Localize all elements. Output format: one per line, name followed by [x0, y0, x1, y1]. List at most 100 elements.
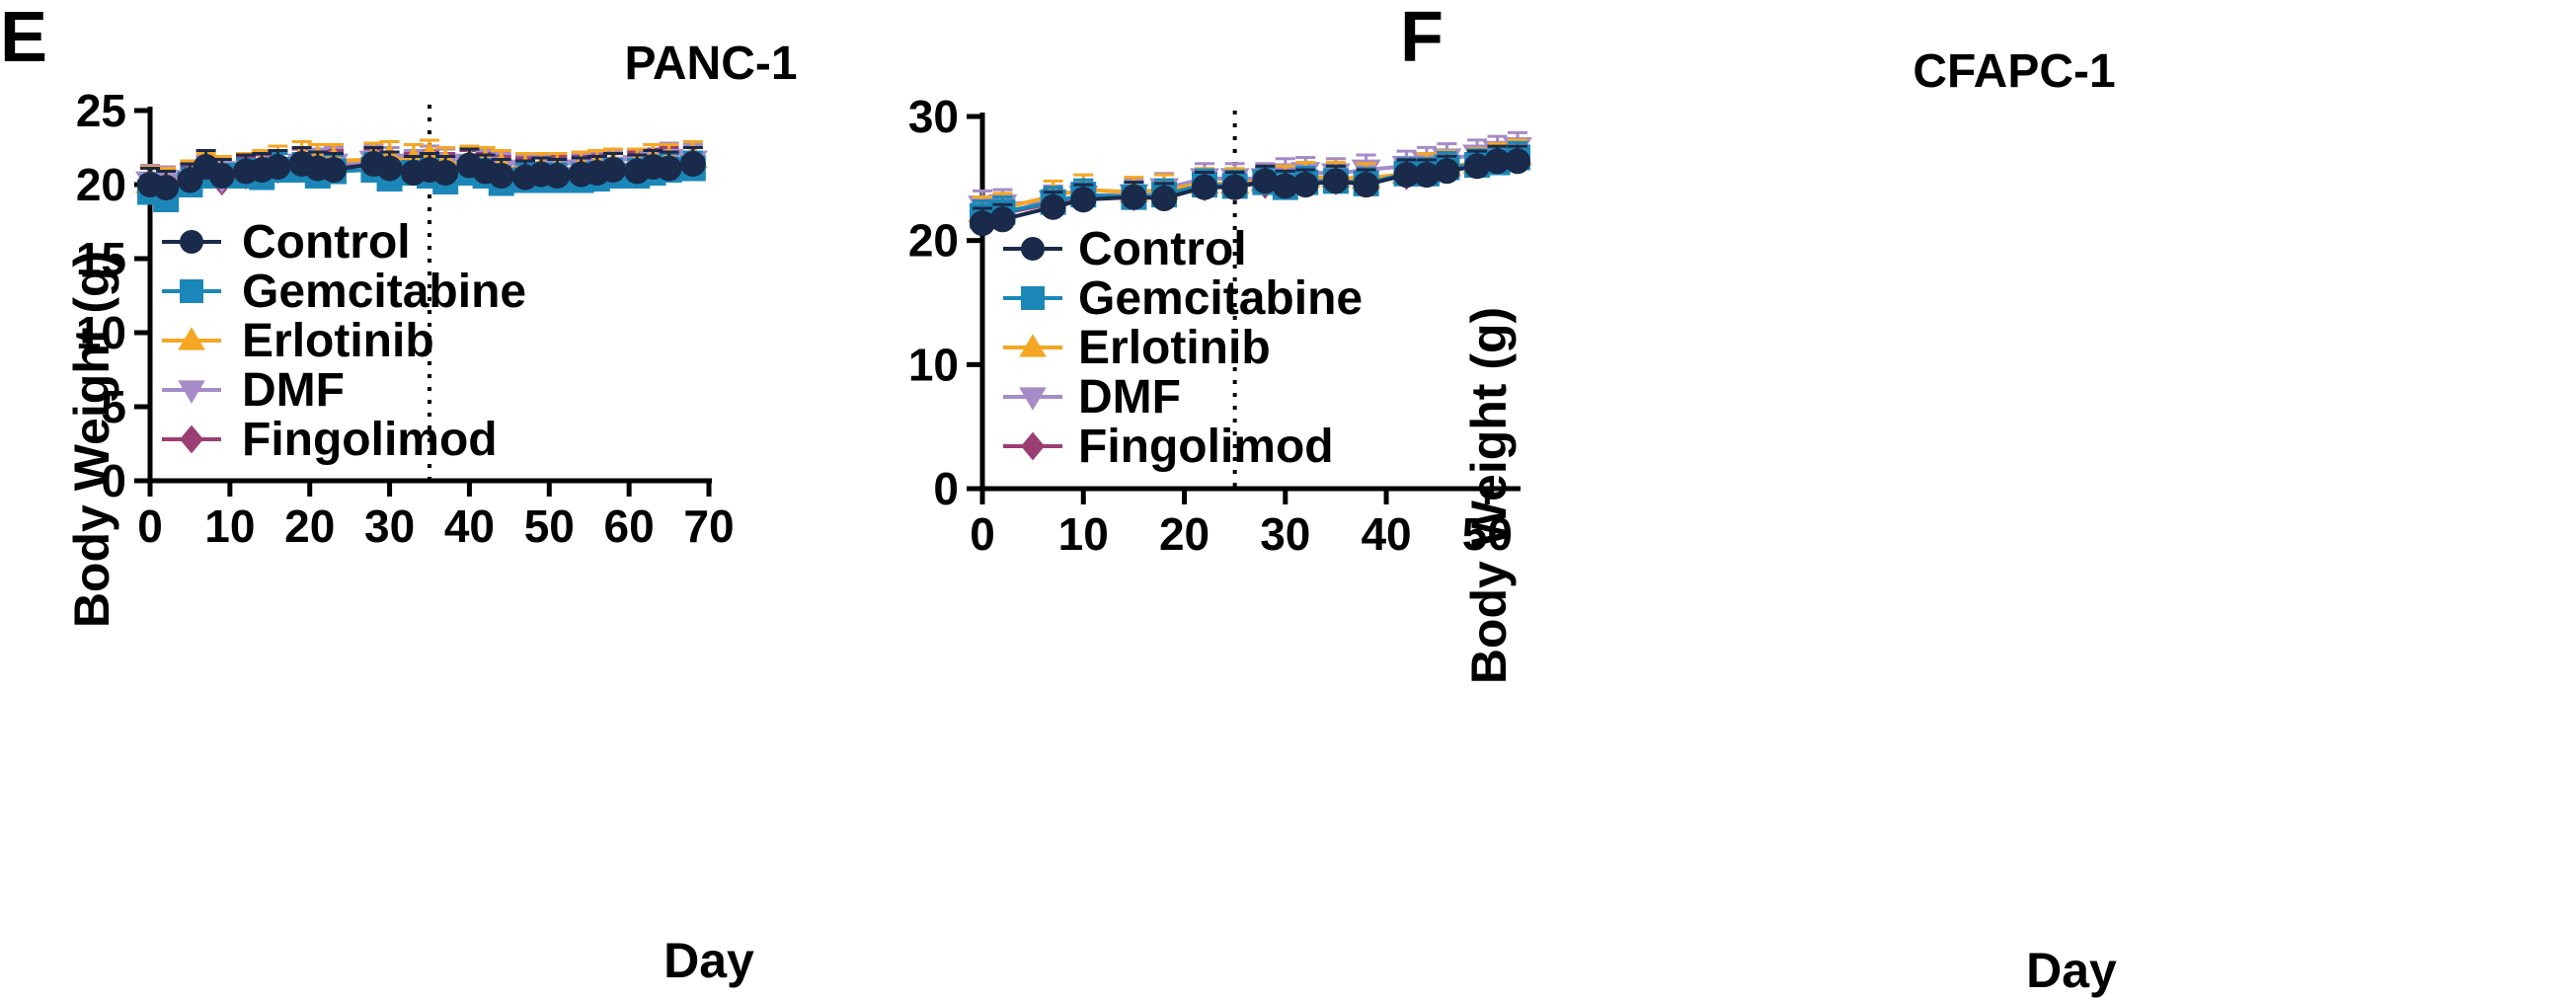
data-point [1272, 173, 1298, 199]
data-point [1413, 162, 1440, 189]
legend-item: DMF [162, 364, 345, 417]
data-point [208, 163, 235, 189]
x-tick-label: 30 [1260, 508, 1310, 560]
legend-item: Gemcitabine [1003, 272, 1363, 325]
legend-marker [1019, 334, 1047, 357]
plot-area: 0 10 20 30 0 10 20 30 40 50 [908, 91, 1532, 560]
legend-marker [178, 380, 205, 404]
panel-label: F [1400, 0, 1444, 77]
x-tick-label: 50 [1462, 508, 1513, 560]
legend-label: DMF [242, 364, 345, 417]
legend-item: Erlotinib [162, 315, 434, 367]
legend-marker [180, 279, 203, 303]
legend-marker [1021, 237, 1045, 261]
y-tick-label: 20 [76, 159, 126, 210]
legend-marker [180, 230, 203, 254]
legend-marker [1019, 387, 1047, 411]
data-point [1322, 168, 1349, 194]
x-tick-label: 10 [1058, 508, 1109, 560]
legend-label: Fingolimod [242, 414, 498, 466]
data-point [376, 155, 403, 182]
legend-item: Fingolimod [1003, 421, 1334, 473]
series-control [970, 144, 1530, 237]
x-tick-label: 0 [970, 508, 995, 560]
legend-marker [178, 327, 205, 350]
data-point [1070, 187, 1097, 213]
data-point [1151, 185, 1178, 211]
legend-item: Control [1003, 223, 1247, 275]
y-tick-label: 0 [101, 455, 126, 506]
panel-f: F CFAPC-1 Body Weight (g) Day ControlGem… [908, 0, 2117, 998]
legend-label: Control [1078, 223, 1247, 275]
chart-title: PANC-1 [624, 38, 797, 90]
legend-marker [1021, 286, 1045, 310]
panel-label: E [0, 0, 47, 77]
data-point [1505, 148, 1530, 175]
x-axis-label: Day [2026, 943, 2117, 998]
data-point [265, 154, 291, 180]
data-point [488, 163, 514, 189]
legend-label: Erlotinib [242, 315, 434, 367]
x-tick-label: 40 [1361, 508, 1411, 560]
x-tick-label: 20 [284, 500, 335, 552]
y-tick-label: 0 [933, 463, 959, 514]
x-tick-label: 70 [683, 500, 734, 552]
legend-item: DMF [1003, 371, 1181, 423]
y-axis-label: Body Weight (g) [64, 251, 119, 628]
x-tick-label: 20 [1159, 508, 1210, 560]
data-point [1393, 162, 1420, 189]
legend-marker [1021, 431, 1045, 461]
legend-item: Erlotinib [1003, 322, 1271, 374]
legend-label: Gemcitabine [242, 266, 526, 318]
y-tick-label: 15 [76, 233, 126, 284]
data-point [1434, 158, 1460, 185]
y-tick-label: 10 [908, 339, 959, 390]
chart-title: CFAPC-1 [1912, 45, 2115, 98]
panel-e: E PANC-1 Body Weight (g) Day ControlGemc… [0, 0, 798, 988]
legend-label: Fingolimod [1078, 421, 1334, 473]
data-point [544, 163, 571, 189]
legend-label: Gemcitabine [1078, 272, 1363, 325]
legend-label: Erlotinib [1078, 322, 1271, 374]
y-tick-label: 5 [101, 381, 126, 432]
data-point [656, 155, 682, 182]
data-point [679, 151, 706, 177]
data-point [1353, 172, 1379, 198]
data-point [1121, 184, 1147, 210]
x-tick-label: 50 [524, 500, 575, 552]
y-tick-label: 20 [908, 215, 959, 267]
y-tick-label: 25 [76, 85, 126, 136]
y-tick-label: 10 [76, 307, 126, 358]
legend-label: Control [242, 216, 411, 269]
data-point [989, 206, 1016, 233]
plot-area: 0 5 10 15 20 25 0 10 20 30 40 50 60 70 [76, 85, 735, 552]
data-point [320, 157, 347, 183]
data-point [1191, 174, 1217, 200]
x-tick-label: 60 [604, 500, 655, 552]
data-point [1221, 174, 1248, 200]
data-point [1252, 168, 1279, 194]
data-point [1040, 193, 1066, 220]
data-point [599, 157, 626, 183]
x-axis-label: Day [664, 933, 754, 988]
data-point [970, 210, 995, 237]
data-point [153, 175, 180, 200]
x-tick-label: 40 [444, 500, 495, 552]
series-control [137, 146, 706, 200]
legend-item: Gemcitabine [162, 266, 526, 318]
x-tick-label: 10 [204, 500, 255, 552]
legend-label: DMF [1078, 371, 1181, 423]
data-point [1292, 172, 1319, 198]
legend-marker [180, 424, 203, 454]
legend-item: Control [162, 216, 411, 269]
legend-item: Fingolimod [162, 414, 498, 466]
x-tick-label: 30 [364, 500, 415, 552]
y-tick-label: 30 [908, 91, 959, 142]
data-point [432, 160, 459, 186]
data-point [1484, 148, 1511, 175]
x-tick-label: 0 [137, 500, 163, 552]
data-point [1464, 153, 1491, 180]
